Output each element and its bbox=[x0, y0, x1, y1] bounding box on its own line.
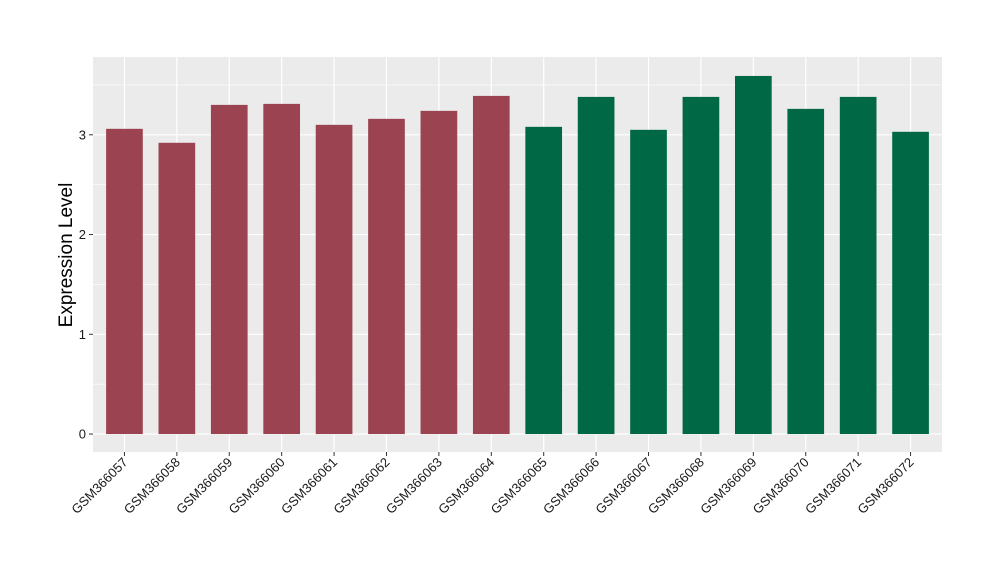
bar bbox=[210, 104, 248, 435]
bar bbox=[420, 110, 458, 435]
bar bbox=[368, 118, 405, 435]
y-tick-label: 3 bbox=[79, 127, 86, 142]
bars bbox=[106, 75, 929, 435]
bar bbox=[734, 75, 772, 435]
y-tick-label: 1 bbox=[79, 327, 86, 342]
y-axis-title: Expression Level bbox=[56, 183, 77, 328]
bar bbox=[839, 96, 877, 435]
bar bbox=[630, 129, 667, 435]
bar bbox=[263, 103, 301, 435]
bar bbox=[892, 131, 929, 435]
bar bbox=[158, 142, 196, 435]
bar bbox=[315, 124, 353, 435]
bar bbox=[525, 126, 563, 435]
y-tick-label: 2 bbox=[79, 227, 86, 242]
y-tick-label: 0 bbox=[79, 427, 86, 442]
y-axis: 0 1 2 3 bbox=[79, 127, 93, 442]
bar bbox=[577, 96, 615, 435]
bar bbox=[787, 108, 825, 435]
bar bbox=[682, 96, 720, 435]
bar bbox=[106, 128, 143, 435]
x-tick-label: GSM366072 bbox=[854, 455, 916, 517]
x-axis: GSM366057GSM366058GSM366059GSM366060GSM3… bbox=[68, 452, 917, 517]
bar bbox=[472, 95, 510, 435]
